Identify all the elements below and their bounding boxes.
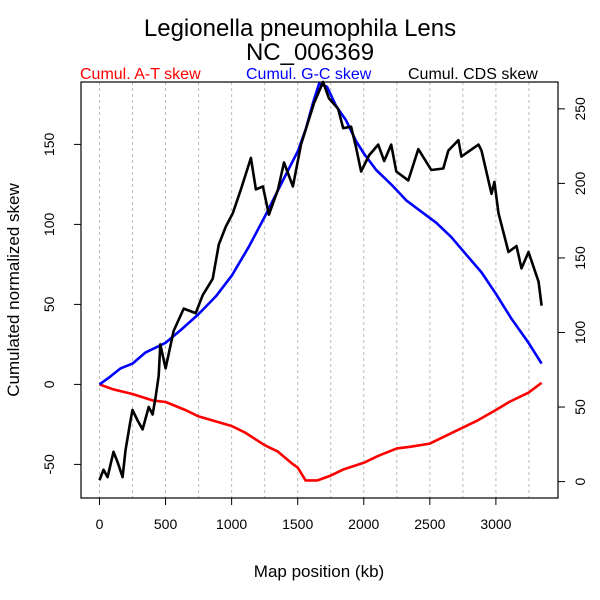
- y-left-tick-label: -50: [41, 454, 57, 474]
- x-tick-label: 1500: [282, 516, 313, 532]
- y-right-tick-label: 0: [572, 477, 588, 485]
- y-right-tick-label: 250: [572, 97, 588, 121]
- legend-cds-skew: Cumul. CDS skew: [408, 66, 538, 83]
- legend-gc-skew: Cumul. G-C skew: [246, 66, 372, 83]
- gridlines: [98, 82, 530, 498]
- x-axis: 0 500 1000 1500 2000 2500 3000: [96, 498, 512, 532]
- y-axis-right: 0 50 100 150 200 250: [558, 97, 588, 485]
- y-right-tick-label: 150: [572, 246, 588, 270]
- legend-at-skew: Cumul. A-T skew: [80, 66, 201, 83]
- x-tick-label: 500: [154, 516, 178, 532]
- y-left-tick-label: 50: [41, 296, 57, 312]
- at-skew-line: [99, 381, 543, 482]
- y-axis-left: -50 0 50 100 150: [41, 133, 81, 475]
- x-axis-label: Map position (kb): [254, 562, 384, 581]
- x-tick-label: 3000: [480, 516, 511, 532]
- x-tick-label: 2500: [414, 516, 445, 532]
- y-left-tick-label: 150: [41, 133, 57, 157]
- y-right-tick-label: 200: [572, 171, 588, 195]
- y-left-tick-label: 100: [41, 213, 57, 237]
- x-tick-label: 2000: [348, 516, 379, 532]
- cds-skew-line: [98, 80, 543, 481]
- chart-title: Legionella pneumophila Lens: [144, 15, 456, 42]
- x-tick-label: 1000: [216, 516, 247, 532]
- y-right-tick-label: 100: [572, 321, 588, 345]
- y-left-tick-label: 0: [41, 380, 57, 388]
- chart-subtitle: NC_006369: [246, 39, 374, 66]
- y-right-tick-label: 50: [572, 399, 588, 415]
- y-axis-label: Cumulated normalized skew: [4, 183, 23, 397]
- x-tick-label: 0: [96, 516, 104, 532]
- plot-frame: [80, 81, 559, 499]
- series-lines: [98, 80, 543, 482]
